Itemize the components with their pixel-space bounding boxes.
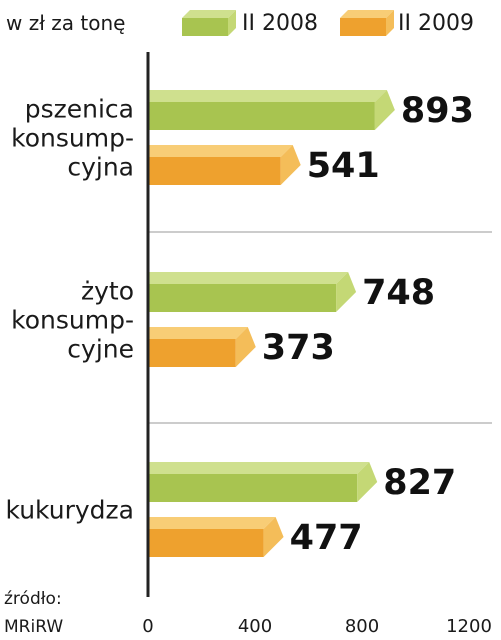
legend-swatch-front [182,18,228,36]
x-axis-ticks: 0 400 800 1200 [142,616,492,637]
bar-1-2008-front [148,284,337,312]
bar-1-2009-top [148,327,248,339]
category-label-line: cyjne [67,335,134,364]
legend-swatch-2008 [182,10,236,36]
value-labels: 893 541 748 373 827 477 [262,91,474,558]
x-tick-label: 1200 [446,616,492,637]
bar-1-2008 [148,272,357,312]
category-label-line: konsump- [11,306,134,335]
bar-0-2008-side [374,90,395,130]
value-label-1-2008: 748 [362,273,435,313]
legend-swatch-front [340,18,386,36]
bar-0-2009 [148,145,301,185]
bar-0-2009-front [148,157,281,185]
bar-2-2009-front [148,529,264,557]
legend-swatch-2009 [340,10,394,36]
category-label-line: żyto [81,277,134,306]
bar-0-2008-front [148,102,375,130]
bars [148,90,395,557]
bar-1-2008-top [148,272,349,284]
bar-1-2009-front [148,339,236,367]
source-name: MRiRW [4,617,63,637]
category-label-line: kukurydza [6,496,135,525]
bar-0-2009-top [148,145,293,157]
bar-2-2009-side [263,517,284,557]
bar-0-2008-top [148,90,387,102]
bar-2-2008 [148,462,378,502]
bar-0-2009-side [280,145,301,185]
value-label-0-2008: 893 [401,91,474,131]
x-tick-label: 0 [142,616,153,637]
legend: II 2008 II 2009 [182,10,474,36]
category-label-line: pszenica [25,95,134,124]
value-label-2-2009: 477 [290,518,363,558]
legend-label-2009: II 2009 [398,11,474,36]
legend-swatch-side [386,10,394,36]
legend-swatch-top [182,10,236,18]
x-tick-label: 800 [345,616,379,637]
category-label-line: cyjna [67,153,134,182]
legend-item-2008: II 2008 [182,10,318,36]
x-tick-label: 400 [238,616,272,637]
bar-1-2009 [148,327,256,367]
value-label-0-2009: 541 [307,146,380,186]
unit-label: w zł za tonę [6,11,125,35]
legend-swatch-top [340,10,394,18]
legend-item-2009: II 2009 [340,10,474,36]
bar-2-2009-top [148,517,276,529]
bar-2-2008-side [357,462,378,502]
bar-2-2009 [148,517,284,557]
value-label-1-2009: 373 [262,328,335,368]
bar-0-2008 [148,90,395,130]
gridlines [148,231,492,424]
source-label: źródło: [4,589,62,609]
category-labels: pszenicakonsump-cyjnażytokonsump-cyjneku… [6,95,135,525]
bar-2-2008-front [148,474,358,502]
legend-label-2008: II 2008 [242,11,318,36]
bar-1-2009-side [235,327,256,367]
bar-1-2008-side [336,272,357,312]
value-label-2-2008: 827 [383,463,456,503]
legend-swatch-side [228,10,236,36]
category-label-line: konsump- [11,124,134,153]
bar-2-2008-top [148,462,370,474]
